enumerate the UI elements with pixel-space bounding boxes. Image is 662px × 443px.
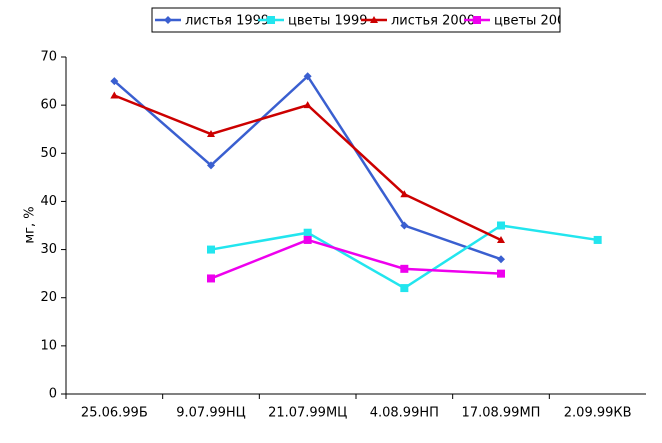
marker	[370, 16, 378, 23]
legend	[151, 7, 561, 33]
marker	[267, 16, 275, 24]
x-tick-label: 2.09.99КВ	[564, 406, 632, 421]
y-tick-label: 0	[49, 387, 57, 402]
marker	[110, 91, 119, 99]
y-tick-label: 60	[40, 98, 57, 113]
x-tick-label: 4.08.99НП	[370, 406, 439, 421]
marker	[593, 235, 602, 244]
marker	[207, 161, 215, 170]
y-tick-label: 50	[40, 146, 57, 161]
y-tick-label: 10	[40, 338, 57, 353]
y-tick-label: 30	[40, 242, 57, 257]
marker	[207, 130, 215, 138]
x-tick-label: 25.06.99Б	[81, 406, 148, 421]
marker	[497, 235, 505, 243]
series-line	[113, 94, 502, 242]
marker	[497, 269, 505, 278]
x-tick-label: 17.08.99МП	[462, 406, 541, 421]
marker	[207, 274, 215, 283]
x-tick-label: 21.07.99МЦ	[268, 406, 347, 421]
marker	[400, 264, 409, 273]
marker	[207, 245, 215, 254]
y-axis-label: мг, %	[23, 206, 38, 243]
x-tick-label: 9.07.99НЦ	[176, 406, 246, 421]
series-line	[210, 238, 502, 280]
marker	[400, 221, 409, 230]
marker	[303, 235, 312, 244]
legend-label: листья 2000	[391, 14, 475, 29]
marker	[110, 77, 119, 86]
marker	[497, 255, 505, 264]
y-tick-label: 40	[40, 194, 57, 209]
y-tick-label: 70	[40, 50, 57, 65]
legend-label: цветы 2000	[494, 14, 574, 29]
marker	[164, 16, 172, 24]
series-line	[210, 224, 598, 290]
marker	[303, 228, 312, 237]
marker	[400, 284, 409, 293]
legend-items: листья 1999 цветы 1999 листья 2000 цветы 20…	[155, 14, 574, 29]
marker	[497, 221, 505, 230]
marker	[400, 190, 409, 198]
legend-label: листья 1999	[185, 14, 269, 29]
marker	[303, 101, 312, 109]
y-tick-label: 20	[40, 290, 57, 305]
marker	[303, 72, 312, 81]
legend-label: цветы 1999	[288, 14, 368, 29]
marker	[473, 16, 481, 24]
